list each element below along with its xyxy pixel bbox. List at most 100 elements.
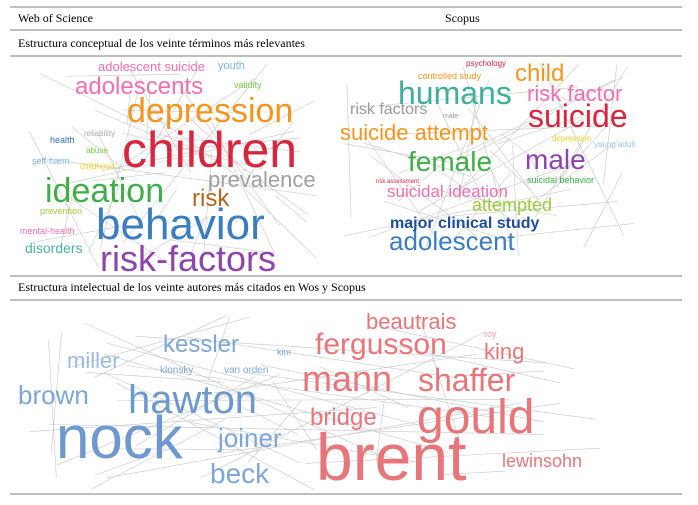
cloud-word: risk [192,185,230,212]
network-line [424,79,490,252]
network-line [71,316,250,368]
cloud-word: roy [484,329,497,339]
network-line [146,89,151,138]
network-line [207,315,231,381]
network-line [240,406,299,435]
network-line [177,137,301,150]
cloud-word: suicide attempt [340,120,488,145]
cloud-word: nock [56,404,184,471]
network-line [32,156,45,166]
network-line [93,315,226,378]
cloud-word: suicidal behavior [527,175,594,185]
network-line [106,403,519,479]
network-line [188,215,206,260]
cloud-word: prevention [40,206,82,216]
cloud-word: abuse [86,146,108,155]
network-line [211,122,275,254]
network-line [116,382,315,491]
network-line [503,223,634,238]
network-line [344,143,454,164]
network-line [141,69,198,166]
cloud-word: adolescent [389,226,516,256]
network-line [384,125,601,135]
word-clouds: adolescent suicide youth validity adolescen… [18,59,636,494]
network-line [453,201,618,217]
cloud-word: suicidal ideation [387,182,508,201]
cloud-word: brown [18,380,89,410]
network-line [171,239,276,254]
cloud-word: risk factors [350,101,427,118]
cloud-word: joiner [217,423,282,453]
network-line [490,150,532,191]
network-line [173,78,280,227]
network-line [346,84,352,218]
network-line [501,133,540,164]
cloud-word: beck [210,458,270,489]
network-line [344,189,571,236]
cloud-word: reliability [84,129,115,138]
cloud-word: child [515,60,564,87]
network-line [457,79,615,156]
network-line [497,107,609,145]
network-line [275,195,307,223]
cloud-word: depression [552,134,591,143]
network-line [369,166,565,238]
network-line [556,140,584,188]
network-line [126,63,192,173]
network-line [66,195,177,270]
network-line [512,144,519,256]
network-line [249,122,294,175]
cloud-word: van orden [224,365,268,376]
table-rules [10,6,682,495]
cloud-word: depression [127,92,293,130]
network-line [156,189,177,220]
network-line [104,372,301,464]
cloud-word: disorders [25,240,83,256]
network-line [106,342,418,425]
network-line [539,62,625,236]
cloud-word: lewinsohn [502,451,582,471]
network-line [98,134,141,223]
header-cell: Web of Science [18,11,93,25]
network-line [455,370,545,377]
cloud-word: childhood [80,162,114,171]
network-line [84,322,379,456]
network-line [438,470,506,476]
cloud-word: youth [218,60,245,72]
network-line [457,76,624,161]
network-line [94,451,161,476]
cloud-word: beautrais [366,309,457,334]
network-line [139,216,209,259]
cloud-word: female [408,146,492,177]
network-line [436,101,480,191]
cloud-word: mental-health [20,226,75,236]
network-line [56,374,280,466]
network-line [71,127,124,170]
cloud-word: risk assessment [376,179,419,185]
network-line [88,184,121,253]
network-line [384,342,560,384]
network-line [245,372,596,420]
cloud-word: adolescents [75,73,203,100]
network-line [66,74,180,77]
cloud-word: young adult [594,140,636,149]
network-line [122,64,268,244]
cloud-word: validity [234,80,262,90]
cloud-word: risk factor [527,81,622,106]
network-line [127,365,493,418]
network-line [558,116,615,181]
network-line [245,189,317,259]
network-line [319,366,409,408]
network-line [220,403,560,454]
network-line [213,353,477,394]
network-line [54,131,293,187]
section-title: Estructura conceptual de los veinte térm… [18,36,305,50]
network-line [583,172,623,248]
network-line [361,131,441,245]
network-line [48,424,544,435]
network-line [29,407,377,433]
network-line [489,166,511,207]
section-title: Estructura intelectual de los veinte aut… [18,280,366,294]
network-line [91,172,165,182]
